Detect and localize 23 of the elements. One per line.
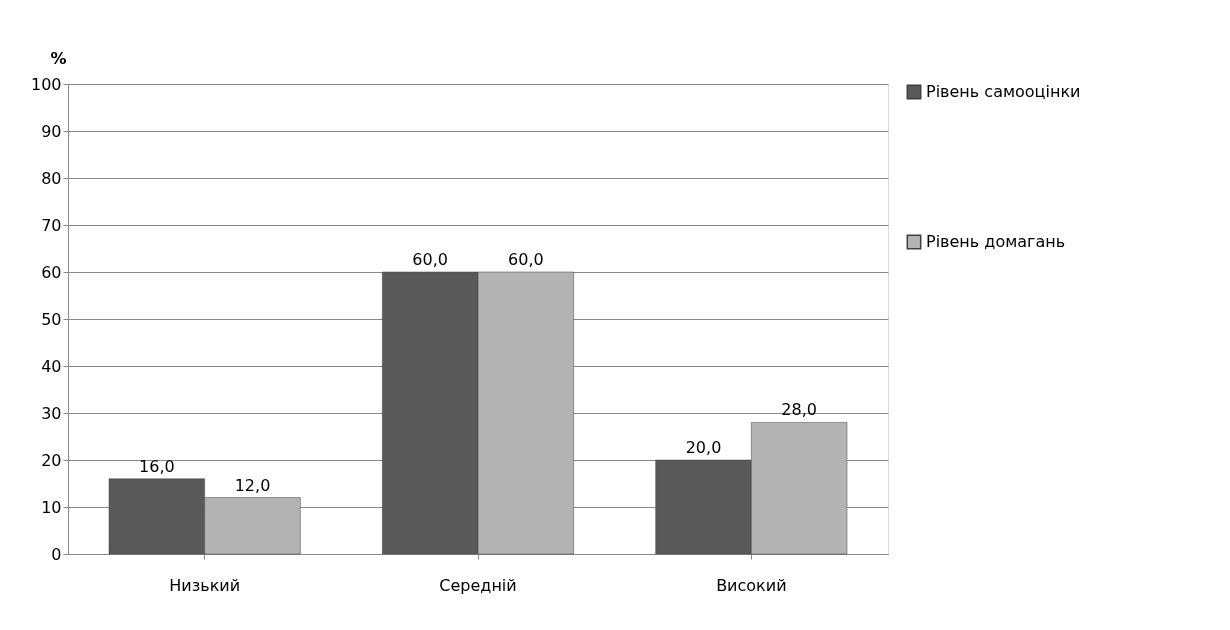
legend-label: Рівень самооцінки xyxy=(926,82,1081,101)
y-tick-label: 30 xyxy=(41,403,62,423)
y-tick-label: 80 xyxy=(41,168,62,188)
data-label: 28,0 xyxy=(781,400,817,420)
y-tick-label: 10 xyxy=(41,497,62,517)
data-label: 16,0 xyxy=(139,456,175,476)
y-tick-label: 40 xyxy=(41,356,62,376)
data-label: 60,0 xyxy=(508,250,544,269)
data-label: 12,0 xyxy=(234,475,271,495)
x-tick-label: Низький xyxy=(169,575,241,595)
y-tick-label: 20 xyxy=(41,450,62,470)
y-tick-label: 90 xyxy=(41,121,62,141)
data-label: 20,0 xyxy=(685,438,722,457)
x-tick-label: Середній xyxy=(439,575,517,595)
y-tick-label: 100 xyxy=(30,74,62,94)
legend-label: Рівень домагань xyxy=(926,232,1066,251)
data-label: 60,0 xyxy=(412,250,448,269)
y-tick-label: 60 xyxy=(41,262,62,282)
y-tick-label: 0 xyxy=(51,544,62,564)
y-tick-label: 70 xyxy=(41,215,62,235)
y-tick-label: 50 xyxy=(41,309,62,329)
y-axis-title: % xyxy=(50,48,67,68)
x-tick-label: Високий xyxy=(716,575,787,595)
